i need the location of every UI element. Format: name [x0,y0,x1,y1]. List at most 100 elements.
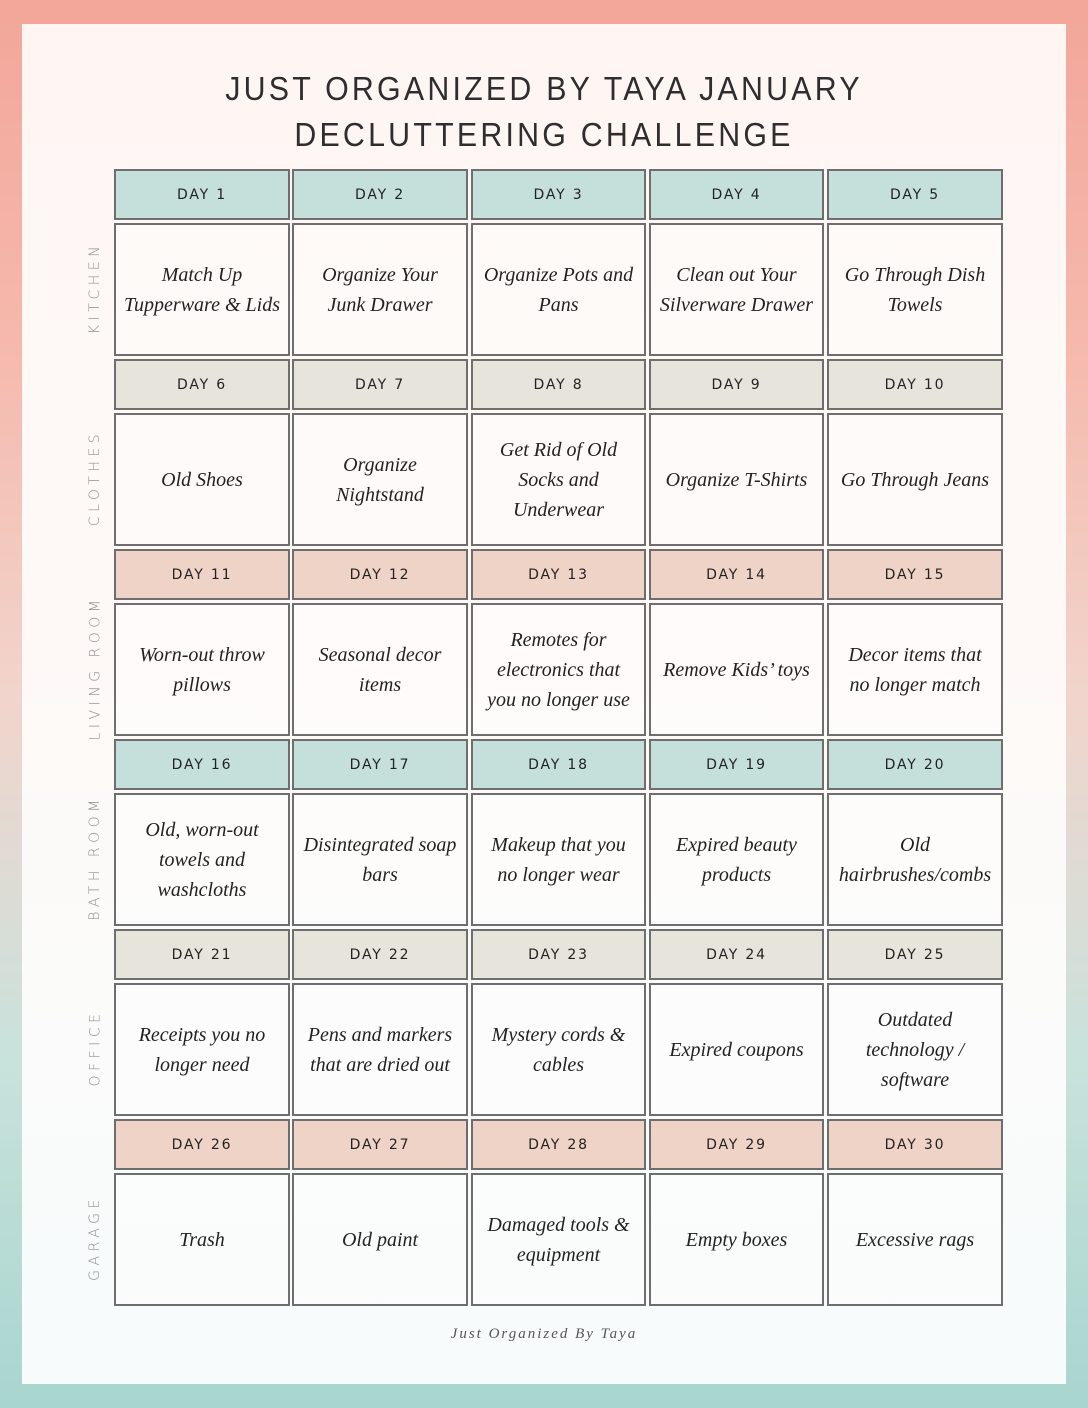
day-label: DAY 5 [890,186,940,203]
task-cell: Old Shoes [114,413,290,546]
day-label: DAY 13 [528,566,589,583]
title-line-2: DECLUTTERING CHALLENGE [294,116,794,153]
section-label-office: OFFICE [75,980,115,1116]
task-cell: Remove Kids’ toys [649,603,824,736]
task-cell: Damaged tools & equipment [471,1173,646,1306]
day-header: DAY 27 [292,1119,468,1170]
day-label: DAY 16 [171,756,233,773]
day-header: DAY 14 [649,549,824,600]
day-label: DAY 9 [711,376,762,393]
day-label: DAY 14 [706,566,767,583]
day-header: DAY 12 [292,549,468,600]
day-header: DAY 20 [827,739,1003,790]
task-cell: Match Up Tupperware & Lids [114,223,290,356]
task-text: Expired beauty products [676,833,797,886]
task-cell: Go Through Jeans [827,413,1003,546]
day-header: DAY 5 [827,169,1003,220]
day-header: DAY 7 [292,359,468,410]
section-label-kitchen: KITCHEN [75,220,115,356]
day-label: DAY 4 [711,186,762,203]
task-text: Trash [179,1228,225,1251]
task-cell: Organize Pots and Pans [471,223,646,356]
day-label: DAY 21 [171,946,233,963]
section-label-living-room: LIVING ROOM [75,596,115,741]
task-cell: Trash [114,1173,290,1306]
task-text: Seasonal decor items [318,643,442,696]
day-header: DAY 19 [649,739,824,790]
section-label-text: GARAGE [87,1195,103,1281]
task-text: Decor items that no longer match [848,643,982,696]
task-text: Organize Nightstand [336,453,424,506]
day-label: DAY 22 [349,946,411,963]
task-cell: Expired beauty products [649,793,824,926]
task-cell: Old paint [292,1173,468,1306]
task-text: Remotes for electronics that you no long… [487,628,630,711]
page-title: JUST ORGANIZED BY TAYA JANUARY DECLUTTER… [64,66,1024,158]
day-header: DAY 15 [827,549,1003,600]
task-text: Receipts you no longer need [138,1023,266,1076]
day-label: DAY 3 [533,186,584,203]
day-header: DAY 11 [114,549,290,600]
task-text: Worn-out throw pillows [139,643,265,696]
day-header: DAY 18 [471,739,646,790]
footer-signature: Just Organized By Taya [450,1326,638,1342]
task-cell: Receipts you no longer need [114,983,290,1116]
task-text: Organize T-Shirts [665,468,808,491]
task-text: Clean out Your Silverware Drawer [659,263,814,316]
task-cell: Go Through Dish Towels [827,223,1003,356]
task-cell: Expired coupons [649,983,824,1116]
day-header: DAY 23 [471,929,646,980]
task-text: Go Through Dish Towels [844,263,986,316]
day-label: DAY 6 [177,376,227,393]
task-cell: Organize Your Junk Drawer [292,223,468,356]
task-text: Empty boxes [685,1228,788,1251]
section-label-clothes: CLOTHES [75,410,115,546]
task-cell: Empty boxes [649,1173,824,1306]
day-header: DAY 10 [827,359,1003,410]
task-text: Match Up Tupperware & Lids [124,263,280,316]
section-label-text: KITCHEN [87,241,104,335]
day-header: DAY 16 [114,739,290,790]
day-header: DAY 13 [471,549,646,600]
task-text: Go Through Jeans [840,468,990,491]
day-label: DAY 27 [349,1136,411,1153]
day-header: DAY 9 [649,359,824,410]
task-cell: Get Rid of Old Socks and Underwear [471,413,646,546]
task-cell: Old hairbrushes/combs [827,793,1003,926]
day-label: DAY 20 [884,756,946,773]
task-text: Old hairbrushes/combs [838,833,992,886]
day-header: DAY 6 [114,359,290,410]
day-header: DAY 30 [827,1119,1003,1170]
day-header: DAY 26 [114,1119,290,1170]
day-label: DAY 8 [533,376,584,393]
day-header: DAY 17 [292,739,468,790]
section-label-bath-room: BATH ROOM [75,790,115,926]
task-cell: Organize T-Shirts [649,413,824,546]
task-text: Organize Your Junk Drawer [322,263,438,316]
task-text: Organize Pots and Pans [483,263,634,316]
day-label: DAY 10 [884,376,946,393]
section-label-text: CLOTHES [87,429,104,527]
task-cell: Mystery cords & cables [471,983,646,1116]
task-text: Old Shoes [161,468,243,491]
day-header: DAY 28 [471,1119,646,1170]
day-label: DAY 15 [884,566,946,583]
day-label: DAY 28 [528,1136,589,1153]
day-header: DAY 3 [471,169,646,220]
task-cell: Makeup that you no longer wear [471,793,646,926]
day-header: DAY 8 [471,359,646,410]
day-label: DAY 29 [706,1136,767,1153]
task-cell: Remotes for electronics that you no long… [471,603,646,736]
task-text: Remove Kids’ toys [663,658,810,681]
task-cell: Decor items that no longer match [827,603,1003,736]
day-label: DAY 26 [171,1136,233,1153]
day-label: DAY 7 [355,376,405,393]
task-text: Outdated technology / software [865,1008,965,1091]
task-cell: Seasonal decor items [292,603,468,736]
day-header: DAY 4 [649,169,824,220]
task-text: Makeup that you no longer wear [491,833,626,886]
day-label: DAY 12 [349,566,411,583]
day-label: DAY 24 [706,946,767,963]
day-label: DAY 25 [884,946,946,963]
day-label: DAY 1 [177,186,227,203]
